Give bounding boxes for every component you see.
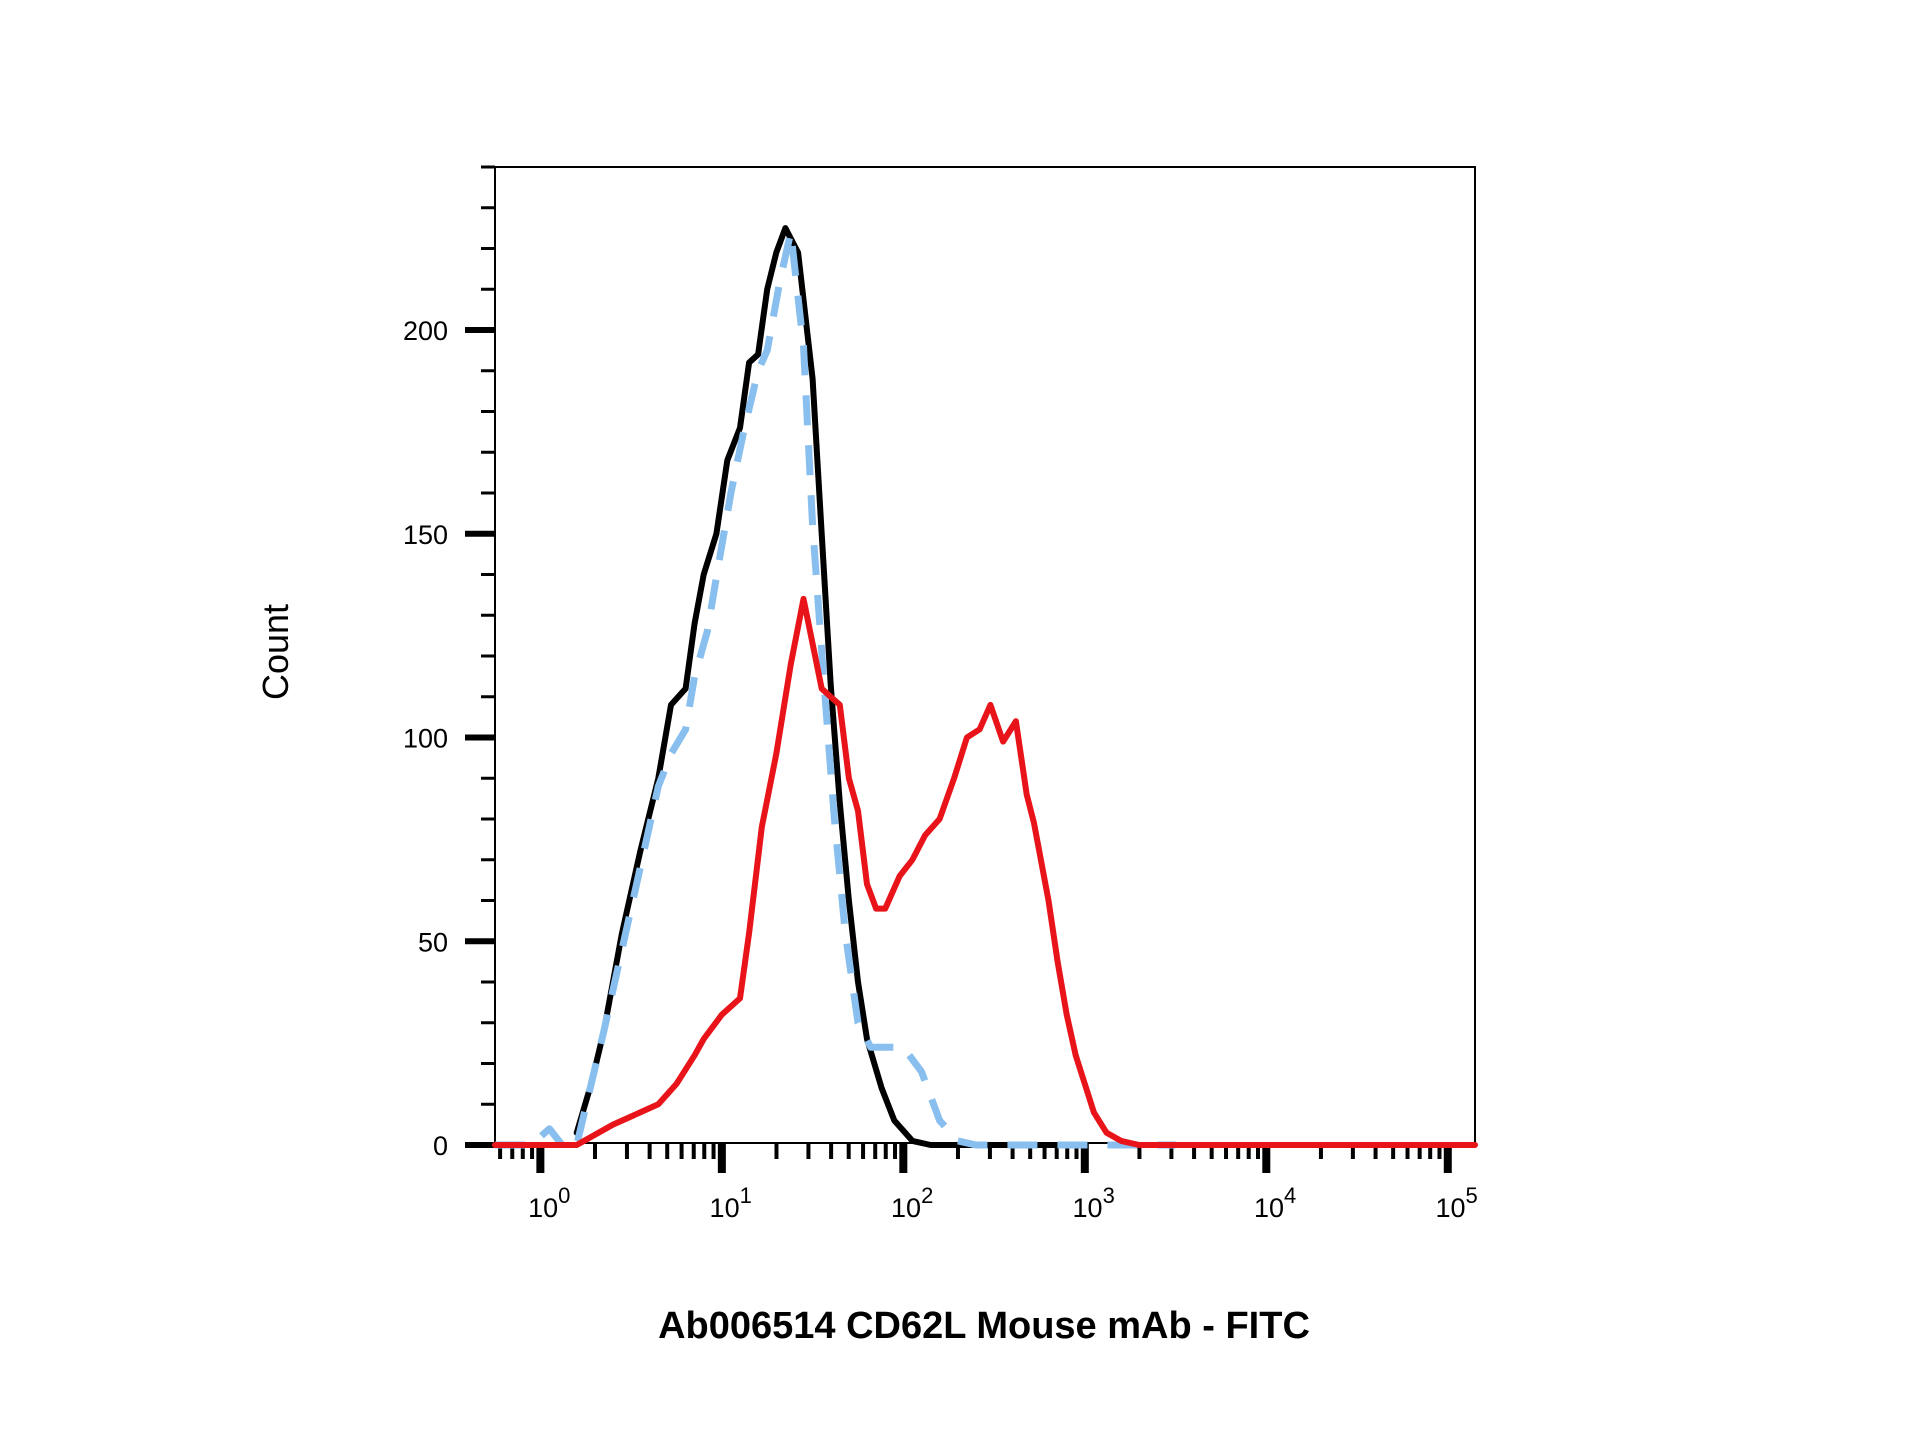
- y-axis-label: Count: [255, 604, 296, 700]
- x-tick-label: 100: [528, 1183, 570, 1223]
- x-tick-label: 103: [1073, 1183, 1115, 1223]
- y-tick-label: 150: [403, 520, 448, 550]
- x-tick-label: 101: [710, 1183, 752, 1223]
- y-tick-label: 200: [403, 316, 448, 346]
- y-axis-ticks: 0 50 100 150 200: [403, 165, 495, 1161]
- y-tick-label: 100: [403, 724, 448, 754]
- y-tick-label: 0: [433, 1131, 448, 1161]
- x-axis-ticks: 100 101 102 103 104 105: [498, 1143, 1478, 1223]
- plot-frame: [494, 166, 1476, 1144]
- series-red-line: [492, 595, 1478, 1148]
- x-tick-label: 105: [1435, 1183, 1477, 1223]
- y-tick-label: 50: [418, 927, 448, 957]
- x-axis-label: Ab006514 CD62L Mouse mAb - FITC: [658, 1305, 1310, 1347]
- series-black-line: [573, 225, 1088, 1148]
- series-blue-dashed-line: [495, 228, 1176, 1149]
- series-layer: [492, 225, 1478, 1149]
- x-tick-label: 102: [891, 1183, 933, 1223]
- x-tick-label: 104: [1254, 1183, 1296, 1223]
